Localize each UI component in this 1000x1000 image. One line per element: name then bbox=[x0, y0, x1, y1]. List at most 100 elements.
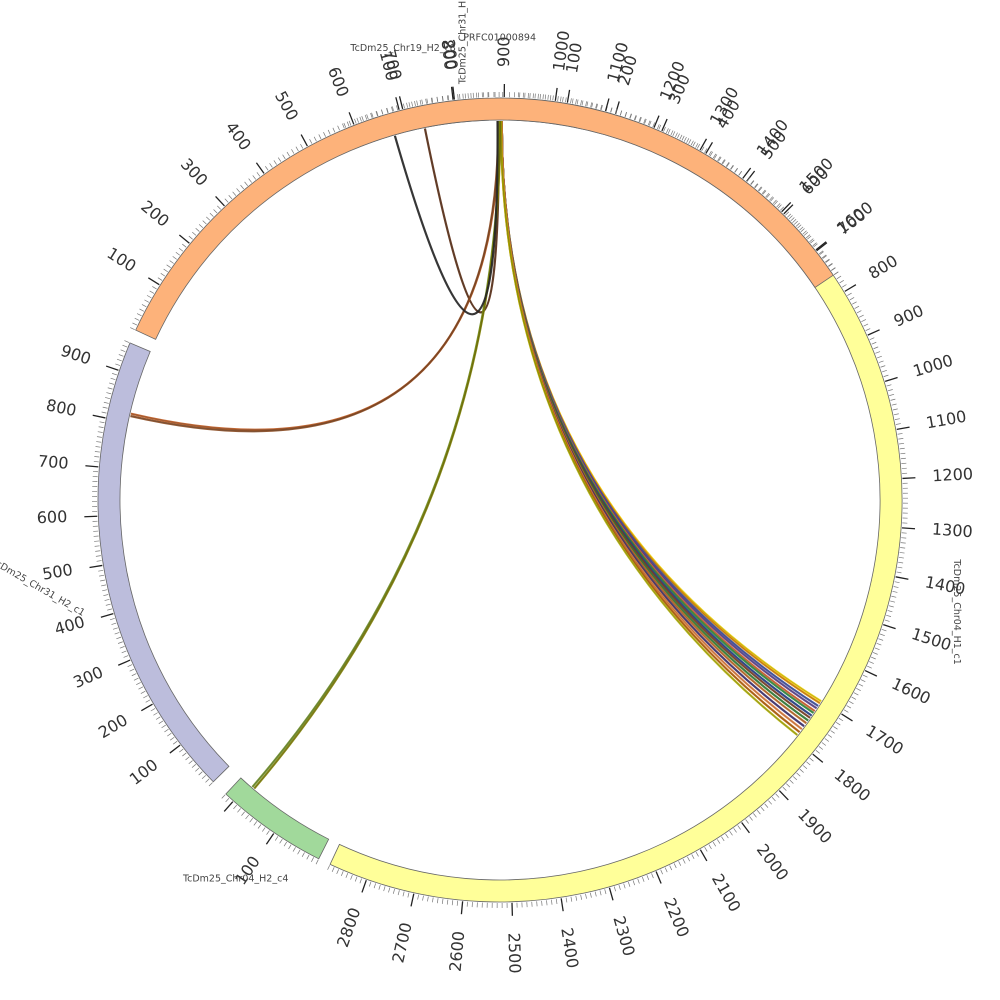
minor-tick bbox=[198, 224, 204, 229]
minor-tick bbox=[192, 231, 197, 236]
minor-tick bbox=[109, 382, 115, 385]
major-tick bbox=[255, 162, 265, 174]
minor-tick bbox=[799, 226, 804, 231]
minor-tick bbox=[354, 876, 358, 882]
minor-tick bbox=[178, 247, 184, 252]
minor-tick bbox=[94, 456, 100, 458]
tick-label-chr31h2: 200 bbox=[95, 710, 131, 742]
minor-tick bbox=[97, 431, 103, 433]
minor-tick bbox=[297, 849, 301, 855]
major-tick bbox=[141, 703, 153, 712]
minor-tick bbox=[863, 323, 869, 327]
minor-tick bbox=[785, 211, 790, 216]
major-tick bbox=[884, 376, 898, 382]
major-tick bbox=[450, 86, 454, 100]
minor-tick bbox=[122, 344, 128, 348]
major-tick bbox=[300, 134, 308, 147]
minor-tick bbox=[129, 668, 135, 672]
minor-tick bbox=[851, 696, 857, 700]
link-outline-19 bbox=[394, 121, 498, 315]
major-tick bbox=[147, 277, 160, 286]
minor-tick bbox=[100, 579, 106, 582]
minor-tick bbox=[266, 830, 270, 835]
minor-tick bbox=[253, 821, 258, 826]
minor-tick bbox=[233, 804, 237, 810]
minor-tick bbox=[143, 695, 148, 699]
minor-tick bbox=[809, 238, 814, 243]
tick-label-chr31h2: 300 bbox=[70, 662, 106, 692]
minor-tick bbox=[549, 95, 552, 101]
minor-tick bbox=[838, 717, 844, 722]
minor-tick bbox=[208, 782, 213, 787]
tick-label-chr04h1: 2200 bbox=[660, 895, 693, 940]
minor-tick bbox=[386, 107, 389, 113]
minor-tick bbox=[241, 811, 245, 816]
major-tick bbox=[699, 849, 708, 862]
minor-tick bbox=[900, 452, 906, 455]
minor-tick bbox=[754, 183, 758, 188]
link-outline-17 bbox=[252, 120, 500, 788]
minor-tick bbox=[436, 96, 439, 102]
minor-tick bbox=[729, 830, 733, 836]
minor-tick bbox=[392, 888, 395, 894]
minor-tick bbox=[105, 397, 111, 400]
minor-tick bbox=[406, 102, 408, 108]
minor-tick bbox=[782, 786, 787, 791]
minor-tick bbox=[198, 771, 203, 776]
minor-tick bbox=[641, 876, 645, 882]
minor-tick bbox=[613, 886, 616, 892]
minor-tick bbox=[426, 98, 429, 104]
minor-tick bbox=[802, 765, 808, 770]
minor-tick bbox=[132, 322, 138, 326]
major-tick bbox=[348, 112, 355, 125]
minor-tick bbox=[718, 156, 722, 162]
minor-tick bbox=[397, 890, 400, 896]
minor-tick bbox=[101, 584, 107, 587]
minor-tick bbox=[890, 600, 896, 603]
minor-tick bbox=[585, 101, 588, 107]
minor-tick bbox=[651, 873, 654, 879]
minor-tick bbox=[825, 258, 830, 263]
minor-tick bbox=[306, 854, 310, 860]
minor-tick bbox=[878, 360, 884, 363]
major-tick bbox=[566, 89, 571, 103]
minor-tick bbox=[890, 398, 896, 401]
minor-tick bbox=[874, 647, 880, 651]
minor-tick bbox=[793, 220, 799, 225]
minor-tick bbox=[768, 800, 773, 805]
minor-tick bbox=[265, 166, 269, 171]
segment-name-prfc: PRFC01000894 bbox=[463, 33, 536, 44]
minor-tick bbox=[245, 814, 249, 820]
minor-tick bbox=[116, 358, 122, 362]
minor-tick bbox=[103, 594, 109, 597]
minor-tick bbox=[898, 556, 904, 559]
minor-tick bbox=[291, 149, 295, 154]
minor-tick bbox=[803, 231, 809, 236]
minor-tick bbox=[862, 674, 868, 678]
minor-tick bbox=[730, 165, 734, 170]
minor-tick bbox=[749, 816, 753, 821]
minor-tick bbox=[94, 451, 100, 453]
major-tick bbox=[781, 202, 792, 213]
minor-tick bbox=[166, 264, 171, 268]
minor-tick bbox=[392, 106, 394, 112]
minor-tick bbox=[408, 102, 411, 108]
minor-tick bbox=[897, 566, 903, 569]
minor-tick bbox=[133, 677, 139, 681]
minor-tick bbox=[580, 894, 582, 900]
minor-tick bbox=[228, 195, 233, 200]
minor-tick bbox=[632, 880, 636, 886]
minor-tick bbox=[894, 581, 900, 584]
minor-tick bbox=[301, 852, 305, 857]
minor-tick bbox=[738, 171, 742, 176]
minor-tick bbox=[300, 143, 304, 149]
minor-tick bbox=[240, 184, 244, 190]
minor-tick bbox=[835, 722, 841, 726]
major-tick bbox=[741, 822, 750, 834]
minor-tick bbox=[638, 116, 642, 122]
minor-tick bbox=[873, 346, 879, 350]
minor-tick bbox=[865, 328, 871, 331]
minor-tick bbox=[667, 129, 671, 134]
minor-tick bbox=[893, 586, 899, 588]
